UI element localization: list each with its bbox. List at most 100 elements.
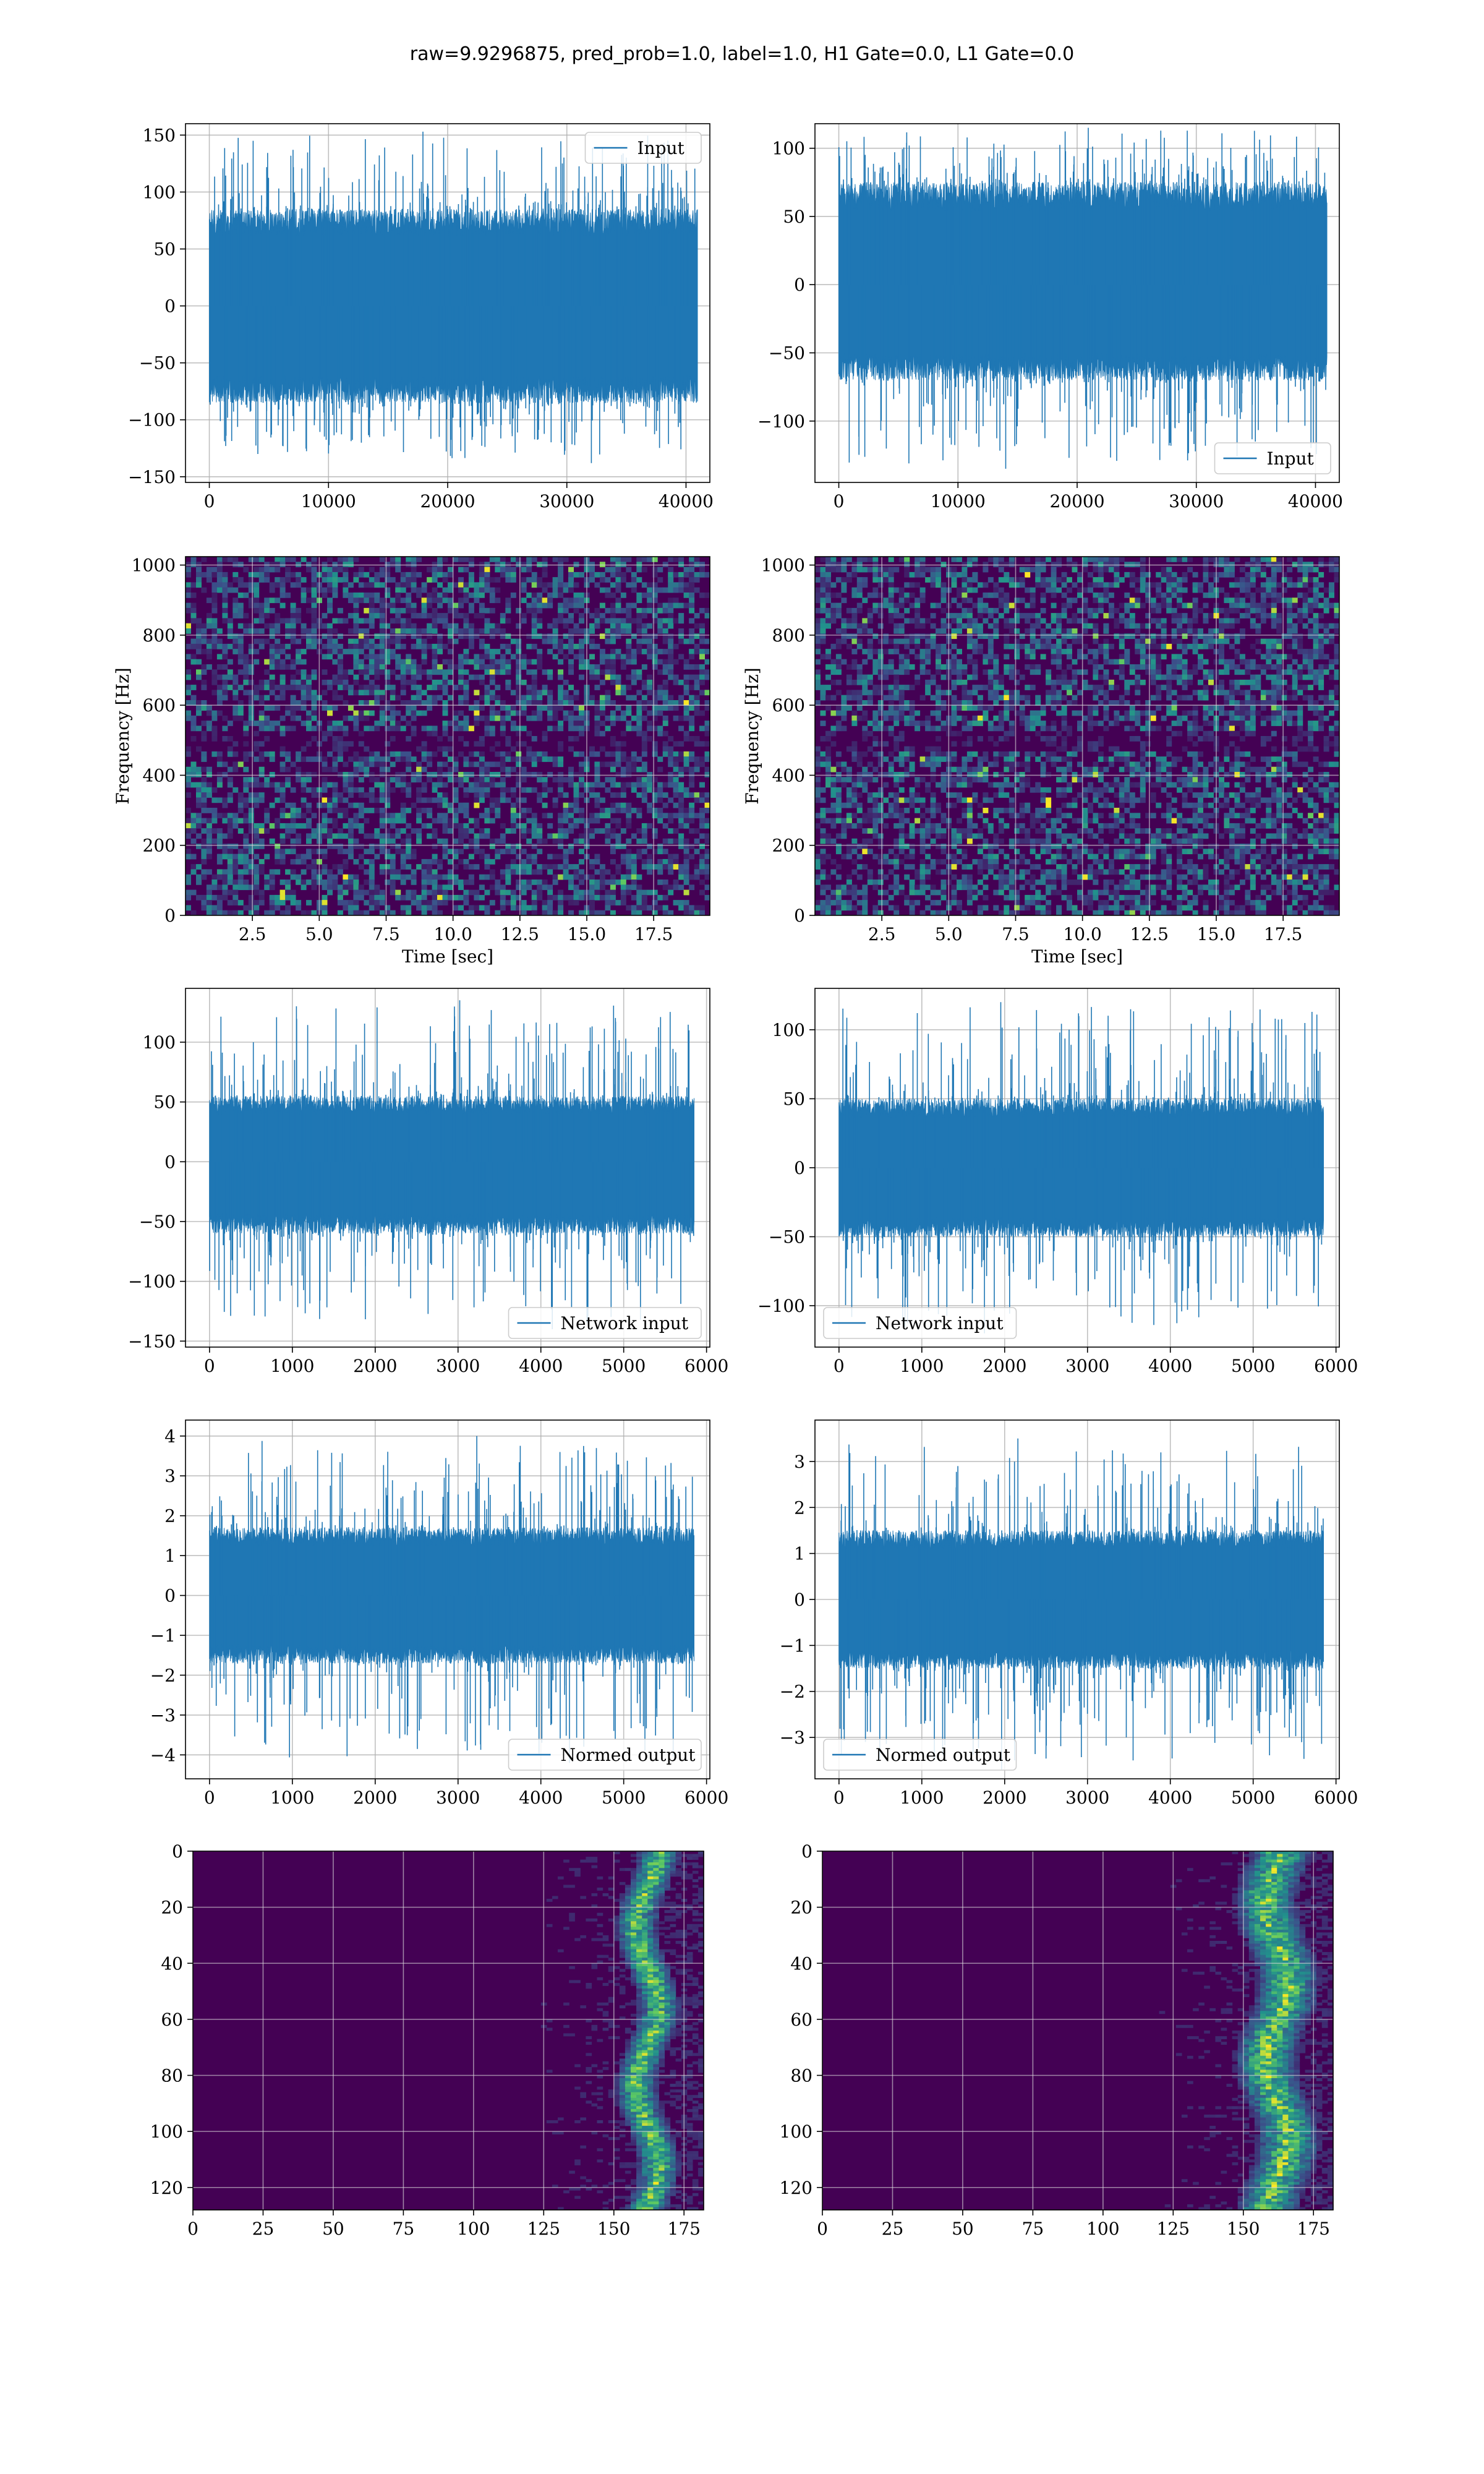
x-tick-label: 12.5 — [501, 924, 539, 944]
axes-frame — [192, 1851, 704, 2211]
legend: Network input — [508, 1307, 702, 1339]
x-axis-label: Time [sec] — [402, 946, 493, 967]
x-tick-label: 125 — [1157, 2219, 1190, 2239]
legend: Normed output — [823, 1739, 1017, 1771]
x-tick-label: 5.0 — [305, 924, 333, 944]
x-tick-label: 17.5 — [1264, 924, 1302, 944]
axes-frame — [822, 1851, 1334, 2211]
y-tick-label: 50 — [153, 1092, 176, 1113]
legend-box — [823, 1307, 1017, 1339]
axes-frame — [814, 556, 1340, 916]
x-tick-label: 50 — [952, 2219, 974, 2239]
y-tick-label: 0 — [164, 1586, 176, 1606]
y-tick-label: −2 — [150, 1665, 176, 1685]
y-tick-label: 800 — [772, 625, 805, 646]
y-tick-label: −2 — [780, 1682, 805, 1702]
y-tick-label: 0 — [794, 275, 805, 295]
x-tick-label: 12.5 — [1130, 924, 1169, 944]
x-tick-label: 50 — [322, 2219, 344, 2239]
legend-box — [1214, 442, 1331, 474]
x-tick-label: 0 — [187, 2219, 198, 2239]
y-tick-label: 20 — [790, 1898, 812, 1918]
legend: Normed output — [508, 1739, 702, 1771]
x-tick-label: 6000 — [684, 1787, 728, 1808]
x-tick-label: 125 — [527, 2219, 560, 2239]
x-tick-label: 0 — [204, 1787, 215, 1808]
y-tick-label: 1 — [164, 1546, 176, 1566]
signal-spikes — [209, 1436, 693, 1763]
y-tick-label: 0 — [794, 905, 805, 926]
y-tick-label: 80 — [161, 2066, 183, 2086]
signal-spikes — [842, 1002, 1323, 1333]
x-tick-label: 75 — [1022, 2219, 1044, 2239]
axes-frame — [185, 1419, 710, 1779]
l1-qtransform-cells — [1159, 1851, 1334, 2211]
y-tick-label: 0 — [794, 1158, 805, 1178]
x-tick-label: 5000 — [602, 1356, 646, 1376]
x-tick-label: 1000 — [900, 1356, 944, 1376]
legend-label: Input — [1267, 448, 1315, 469]
y-tick-label: 1000 — [132, 555, 176, 576]
x-tick-label: 7.5 — [1002, 924, 1030, 944]
y-tick-label: 0 — [164, 905, 176, 926]
x-tick-label: 30000 — [539, 491, 594, 511]
x-tick-label: 2000 — [353, 1356, 397, 1376]
x-tick-label: 0 — [834, 1356, 845, 1376]
x-tick-label: 6000 — [684, 1356, 728, 1376]
x-tick-label: 175 — [1297, 2219, 1330, 2239]
y-tick-label: 100 — [772, 1020, 805, 1040]
y-tick-label: 1 — [794, 1544, 805, 1564]
x-tick-label: 175 — [668, 2219, 701, 2239]
y-tick-label: 0 — [794, 1590, 805, 1610]
legend-label: Normed output — [561, 1745, 696, 1765]
y-axis-label: Frequency [Hz] — [113, 667, 133, 804]
legend: Network input — [823, 1307, 1017, 1339]
y-tick-label: 100 — [780, 2121, 812, 2142]
legend-label: Network input — [561, 1313, 689, 1333]
legend-label: Normed output — [876, 1745, 1011, 1765]
x-tick-label: 75 — [393, 2219, 415, 2239]
h1-spectrogram-chart: 2.5 5.0 7.5 10.0 12.5 15.0 17.5 0 200 400 600 800 10… — [113, 555, 710, 967]
x-tick-label: 3000 — [436, 1356, 480, 1376]
axes-frame — [185, 556, 710, 916]
signal-spikes — [839, 1438, 1324, 1770]
x-tick-label: 4000 — [519, 1787, 563, 1808]
x-tick-label: 3000 — [1065, 1356, 1109, 1376]
x-tick-label: 5000 — [1231, 1787, 1275, 1808]
signal-spikes — [210, 131, 696, 463]
y-tick-label: 100 — [143, 1032, 176, 1053]
x-tick-label: 10000 — [931, 491, 986, 511]
y-tick-label: 2 — [794, 1497, 805, 1518]
x-tick-label: 4000 — [1148, 1787, 1192, 1808]
signal-spikes — [838, 127, 1326, 469]
y-tick-label: −50 — [769, 1227, 805, 1248]
l1-spectrogram-chart: 2.5 5.0 7.5 10.0 12.5 15.0 17.5 0 200 400 600 800 10… — [742, 555, 1340, 967]
y-tick-label: −50 — [139, 1212, 176, 1232]
x-tick-label: 2000 — [983, 1787, 1026, 1808]
y-tick-label: 1000 — [761, 555, 805, 576]
y-tick-label: −1 — [150, 1625, 176, 1646]
y-tick-label: 0 — [164, 1152, 176, 1172]
x-tick-label: 5000 — [602, 1787, 646, 1808]
x-axis-label: Time [sec] — [1031, 946, 1123, 967]
x-tick-label: 10.0 — [1063, 924, 1101, 944]
y-tick-label: −100 — [757, 411, 805, 432]
figure-title: raw=9.9296875, pred_prob=1.0, label=1.0,… — [409, 43, 1075, 65]
h1-input-series — [209, 131, 698, 463]
h1-input-chart: 0 10000 20000 30000 40000 −150 −100 −50 0 50 100 15… — [128, 123, 714, 511]
h1-network-input-chart: 0 1000 2000 3000 4000 5000 6000 −150 −100 −50 0 50 1… — [128, 988, 728, 1376]
y-tick-label: −100 — [128, 410, 176, 430]
x-tick-label: 10.0 — [433, 924, 472, 944]
l1-network-input-chart: 0 1000 2000 3000 4000 5000 6000 −100 −50 0 50 100 Ne… — [757, 988, 1358, 1376]
y-tick-label: 200 — [143, 836, 176, 856]
h1-qtransform-chart: 0 25 50 75 100 125 150 175 0 20 40 60 80 100 120 — [150, 1841, 704, 2239]
x-tick-label: 2.5 — [239, 924, 267, 944]
legend-box — [584, 132, 702, 164]
x-tick-label: 100 — [457, 2219, 490, 2239]
h1-normed-output-series — [209, 1436, 694, 1763]
l1-normed-output-chart: 0 1000 2000 3000 4000 5000 6000 −3 −2 −1 0 1 2 3 Norme… — [780, 1419, 1358, 1808]
y-tick-label: 100 — [143, 182, 176, 202]
y-tick-label: −50 — [139, 353, 176, 374]
y-tick-label: 200 — [772, 836, 805, 856]
x-tick-label: 1000 — [900, 1787, 944, 1808]
